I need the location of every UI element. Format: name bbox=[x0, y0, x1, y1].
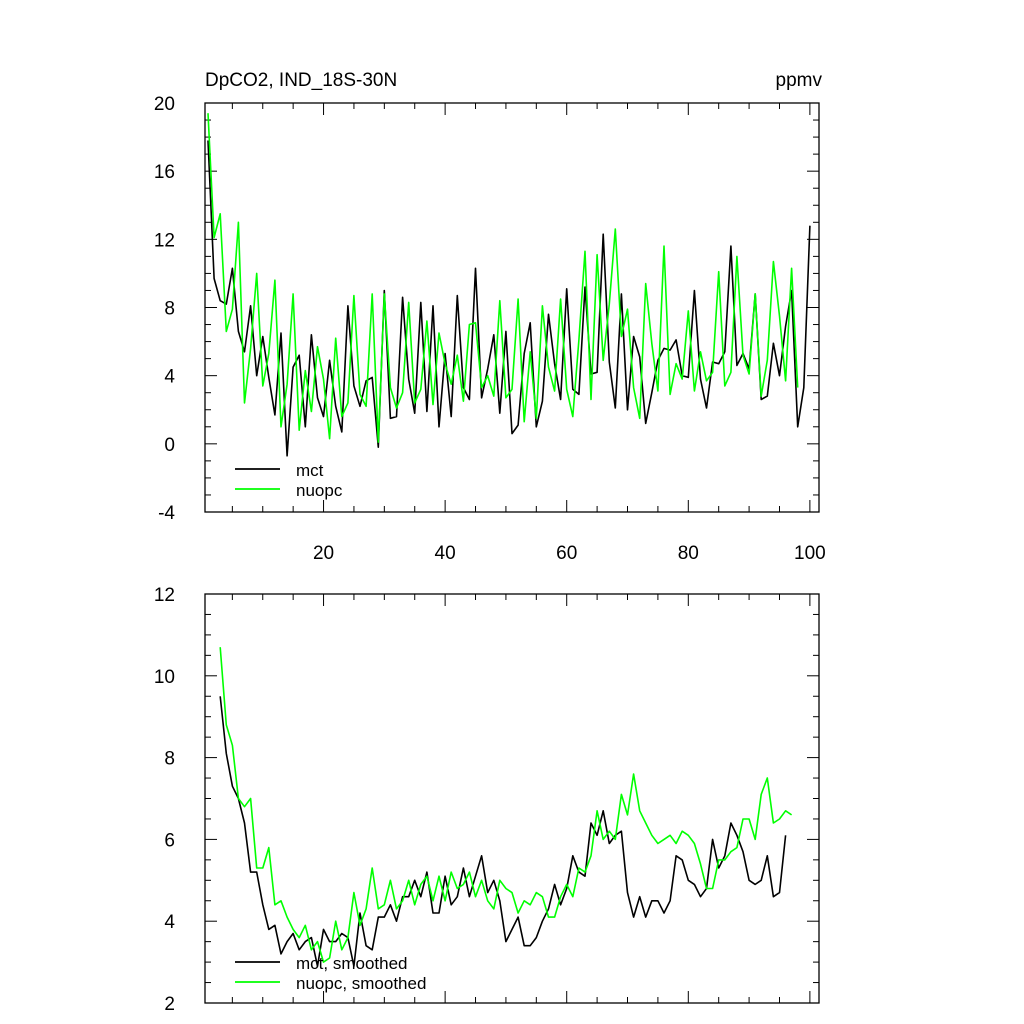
units-label: ppmv bbox=[776, 70, 823, 91]
y-tick-label: 8 bbox=[164, 299, 175, 320]
top-panel: DpCO2, IND_18S-30N ppmv 20 40 60 80 100 -4 0 4 8… bbox=[154, 70, 826, 564]
series-line-mct bbox=[207, 140, 811, 457]
y-tick-label: 4 bbox=[164, 912, 175, 933]
y-tick-label: 0 bbox=[164, 435, 175, 456]
x-tick-label: 20 bbox=[313, 543, 334, 564]
bottom-panel: 2 4 6 8 10 12 mct, smoothed nuopc, smoothed bbox=[154, 585, 820, 1015]
series-line-nuopc-smoothed bbox=[219, 647, 793, 963]
y-tick-label: 8 bbox=[164, 749, 175, 770]
y-tick-label: 4 bbox=[164, 367, 175, 388]
legend-label-mct: mct bbox=[296, 461, 324, 480]
bottom-legend: mct, smoothed nuopc, smoothed bbox=[235, 954, 426, 993]
top-plot-frame bbox=[204, 102, 820, 513]
x-tick-label: 60 bbox=[556, 543, 577, 564]
y-tick-label: 2 bbox=[164, 994, 175, 1015]
top-ticks: 20 40 60 80 100 -4 0 4 8 12 16 20 bbox=[154, 94, 826, 564]
y-tick-label: 12 bbox=[154, 230, 175, 251]
legend-label-nuopc: nuopc bbox=[296, 481, 343, 500]
series-line-mct-smoothed bbox=[219, 696, 787, 968]
x-tick-label: 40 bbox=[435, 543, 456, 564]
series-line-nuopc bbox=[207, 113, 799, 443]
bottom-plot-frame bbox=[204, 593, 820, 1004]
bottom-series bbox=[219, 647, 793, 968]
legend-label-nuopc-smoothed: nuopc, smoothed bbox=[296, 974, 426, 993]
y-tick-label: 20 bbox=[154, 94, 175, 115]
legend-label-mct-smoothed: mct, smoothed bbox=[296, 954, 408, 973]
top-legend: mct nuopc bbox=[235, 461, 343, 500]
y-tick-label: 10 bbox=[154, 667, 175, 688]
x-tick-label: 100 bbox=[794, 543, 826, 564]
y-tick-label: 16 bbox=[154, 162, 175, 183]
y-tick-label: 6 bbox=[164, 830, 175, 851]
bottom-ticks: 2 4 6 8 10 12 bbox=[154, 585, 819, 1015]
y-tick-label: -4 bbox=[158, 503, 175, 524]
chart-title: DpCO2, IND_18S-30N bbox=[205, 70, 397, 91]
x-tick-label: 80 bbox=[678, 543, 699, 564]
y-tick-label: 12 bbox=[154, 585, 175, 606]
top-series bbox=[207, 113, 811, 457]
